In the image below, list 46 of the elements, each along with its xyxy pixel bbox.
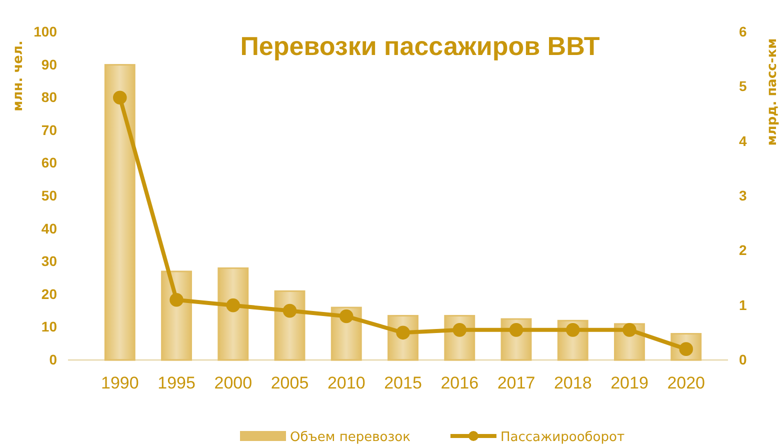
- y-tick-label: 30: [41, 253, 58, 270]
- y-axis-title: млн. чел.: [11, 40, 26, 112]
- y-tick-label: 90: [41, 56, 58, 72]
- y-tick-label: 80: [41, 89, 58, 106]
- y-tick-label: 20: [41, 286, 58, 302]
- point: [452, 323, 467, 337]
- y-tick-label: 50: [41, 187, 58, 204]
- x-tick-label: 2000: [214, 373, 252, 392]
- x-tick-label: 1995: [158, 373, 196, 392]
- point: [226, 298, 240, 312]
- y2-tick-label: 5: [739, 78, 747, 94]
- x-tick-label: 2015: [384, 373, 422, 392]
- bar: [274, 290, 306, 361]
- point: [509, 323, 524, 337]
- y-tick-label: 40: [41, 220, 58, 236]
- y-tick-label: 10: [41, 318, 58, 335]
- y2-axis-title: млрд. пасс-км: [765, 38, 780, 146]
- y2-tick-label: 0: [739, 351, 747, 368]
- bar: [104, 64, 136, 361]
- y2-tick-label: 2: [739, 242, 747, 258]
- y2-tick-label: 1: [739, 296, 747, 313]
- x-tick-label: 2019: [610, 373, 648, 392]
- point: [282, 304, 297, 318]
- point: [112, 90, 127, 104]
- x-tick-label: 2016: [440, 373, 479, 392]
- point: [622, 323, 636, 337]
- point: [170, 292, 184, 307]
- y-tick-label: 60: [41, 154, 58, 171]
- legend-label: Объем перевозок: [290, 430, 411, 445]
- legend-label: Пассажирооборот: [500, 430, 625, 445]
- chart-title: Перевозки пассажиров ВВТ: [240, 31, 600, 61]
- bar: [218, 267, 249, 361]
- x-tick-label: 2005: [270, 373, 309, 392]
- point: [339, 309, 354, 324]
- x-tick-label: 2020: [667, 373, 706, 392]
- point: [566, 323, 580, 337]
- y-tick-label: 70: [41, 122, 58, 138]
- x-tick-label: 1990: [100, 373, 139, 392]
- y-tick-label: 0: [49, 351, 58, 368]
- y2-tick-label: 3: [739, 187, 747, 204]
- y2-tick-label: 4: [739, 132, 747, 149]
- x-tick-label: 2017: [497, 373, 536, 392]
- y-tick-label: 100: [34, 23, 58, 40]
- x-tick-label: 2010: [327, 373, 366, 392]
- y2-tick-label: 6: [739, 23, 747, 40]
- x-tick-label: 2018: [554, 373, 592, 392]
